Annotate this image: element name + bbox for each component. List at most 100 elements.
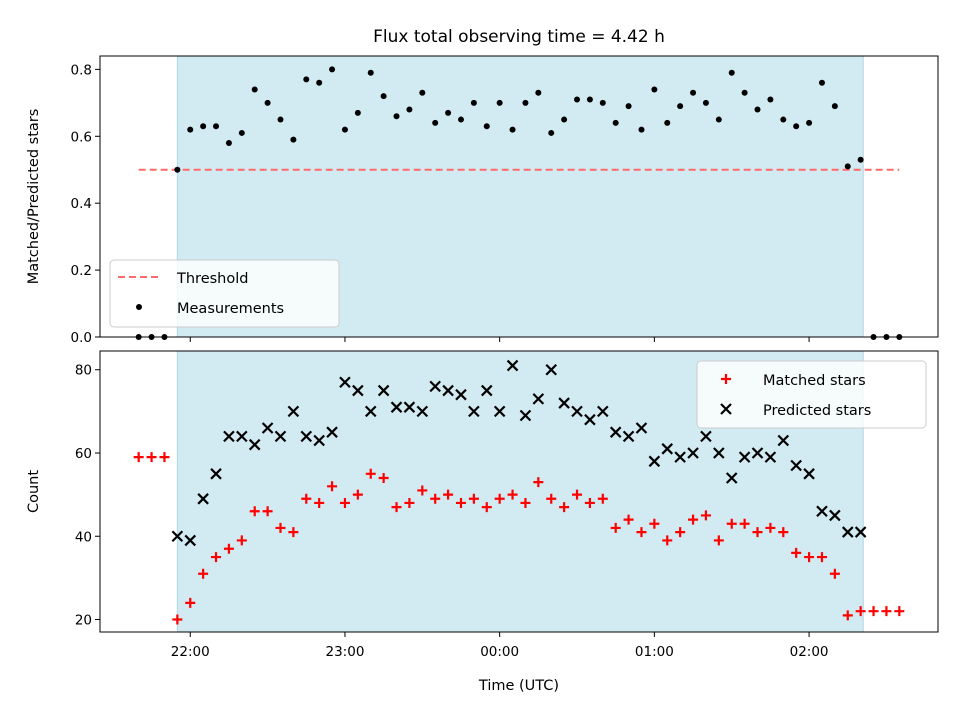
legend-measurements-label: Measurements: [177, 301, 284, 317]
matched-star-point: [185, 597, 196, 608]
measurement-point: [290, 136, 297, 143]
predicted-star-point: [803, 468, 815, 480]
predicted-star-point: [326, 426, 338, 438]
matched-star-point: [378, 472, 389, 483]
measurement-point: [367, 69, 374, 76]
predicted-star-point: [248, 438, 261, 451]
predicted-star-point: [364, 405, 377, 418]
plot-frame: [99, 350, 939, 633]
measurement-point: [754, 106, 761, 113]
legend-matched-swatch: [721, 374, 731, 384]
predicted-star-point: [442, 384, 454, 397]
matched-star-point: [804, 552, 815, 563]
y-axis-label: Matched/Predicted stars: [26, 109, 42, 285]
measurement-point: [277, 116, 284, 123]
measurement-point: [677, 103, 684, 110]
matched-star-point: [816, 552, 827, 563]
matched-star-point: [172, 614, 183, 625]
matched-star-point: [791, 547, 802, 558]
measurement-point: [715, 116, 722, 123]
predicted-star-point: [416, 405, 429, 418]
y-tick-label: 0.0: [71, 330, 92, 346]
measurement-point: [303, 76, 310, 83]
matched-star-point: [146, 452, 157, 463]
predicted-star-point: [506, 359, 519, 372]
plot-frame: [99, 55, 939, 338]
measurement-point: [767, 96, 774, 103]
measurement-point: [200, 123, 207, 130]
matched-star-point: [829, 568, 840, 579]
matched-star-point: [314, 497, 325, 508]
predicted-star-point: [197, 493, 209, 505]
measurement-point: [419, 89, 426, 96]
x-tick-label: 00:00: [480, 644, 519, 660]
measurement-point: [857, 156, 864, 163]
legend-measurements-swatch: [136, 304, 142, 310]
predicted-star-point: [609, 426, 622, 438]
legend-box: [696, 360, 927, 429]
measurement-point: [574, 96, 581, 103]
matched-star-point: [597, 493, 608, 504]
matched-star-point: [778, 527, 789, 538]
predicted-star-point: [790, 459, 802, 472]
matched-star-point: [494, 493, 505, 504]
predicted-star-point: [223, 430, 235, 443]
measurement-point: [432, 119, 439, 126]
matched-star-point: [275, 522, 286, 533]
measurement-point: [690, 89, 697, 96]
predicted-star-point: [390, 401, 403, 413]
measurement-point: [586, 96, 593, 103]
predicted-star-point: [700, 430, 712, 443]
matched-star-point: [262, 506, 273, 517]
predicted-star-point: [558, 397, 570, 409]
measurement-point: [548, 129, 555, 136]
measurement-point: [625, 103, 632, 110]
matched-star-point: [559, 502, 570, 513]
matched-star-point: [404, 497, 415, 508]
predicted-star-point: [455, 388, 467, 401]
matched-star-point: [443, 489, 454, 500]
measurement-point: [818, 79, 825, 86]
measurement-point: [651, 86, 658, 93]
y-tick-label: 0.6: [71, 129, 92, 145]
measurement-point: [728, 69, 735, 76]
predicted-star-point: [377, 384, 390, 397]
measurement-point: [264, 99, 271, 106]
matched-star-point: [301, 493, 312, 504]
predicted-star-point: [403, 401, 416, 413]
matched-star-point: [327, 481, 338, 492]
predicted-star-point: [622, 430, 635, 443]
predicted-star-point: [777, 434, 790, 447]
matched-star-point: [288, 527, 299, 538]
predicted-star-point: [713, 447, 725, 459]
x-tick-label: 22:00: [171, 644, 210, 660]
y-tick-label: 0.8: [71, 62, 92, 78]
y-tick-label: 40: [75, 529, 92, 545]
predicted-star-point: [841, 526, 854, 538]
measurement-point: [509, 126, 516, 133]
measurement-point: [599, 99, 606, 106]
predicted-star-point: [725, 472, 738, 484]
chart-title: Flux total observing time = 4.42 h: [373, 27, 665, 47]
predicted-star-point: [545, 363, 558, 376]
legend-predicted-swatch: [720, 403, 732, 415]
measurement-point: [213, 123, 220, 130]
matched-star-point: [339, 497, 350, 508]
measurement-point: [393, 113, 400, 120]
predicted-star-point: [674, 451, 686, 463]
matched-star-point: [752, 527, 763, 538]
predicted-star-point: [829, 509, 841, 522]
matched-star-point: [211, 552, 222, 563]
matched-star-point: [739, 518, 750, 529]
y-axis-label: Count: [26, 470, 42, 513]
matched-star-point: [520, 497, 531, 508]
predicted-star-point: [854, 526, 867, 538]
measurement-point: [457, 116, 464, 123]
matched-star-point: [546, 493, 557, 504]
matched-star-point: [352, 489, 363, 500]
matched-star-point: [765, 522, 776, 533]
measurement-point: [174, 166, 181, 173]
legend-predicted-label: Predicted stars: [763, 403, 871, 419]
measurement-point: [844, 163, 851, 170]
x-axis-label: Time (UTC): [478, 678, 559, 694]
